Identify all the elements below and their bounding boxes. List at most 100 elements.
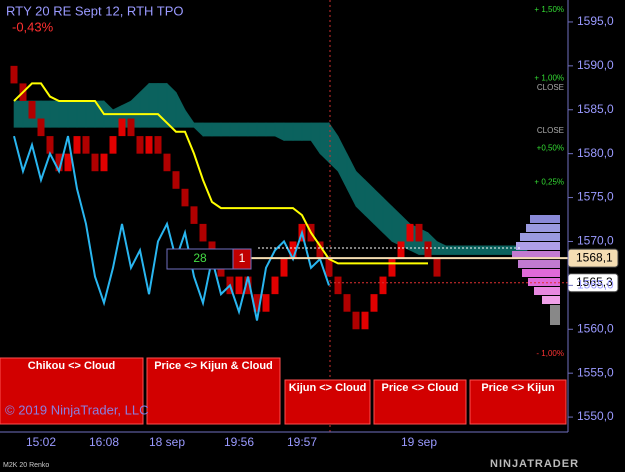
cloud-segment <box>229 122 240 137</box>
y-tick-label: 1585,0 <box>577 102 614 116</box>
annotation: + 1,00% <box>534 73 564 82</box>
counter-box <box>232 248 252 270</box>
cloud-segment <box>490 245 501 255</box>
renko-brick <box>316 241 324 260</box>
renko-brick <box>127 118 135 137</box>
cloud-segment <box>265 122 276 137</box>
renko-brick <box>172 171 180 189</box>
chart-title: RTY 20 RE Sept 12, RTH TPO <box>6 3 184 18</box>
renko-brick <box>181 188 189 207</box>
profile-bar <box>534 287 560 295</box>
renko-brick <box>154 136 162 154</box>
counter-left: 28 <box>193 251 207 265</box>
profile-bar <box>522 269 560 277</box>
cloud-segment <box>13 100 24 128</box>
cloud-segment <box>283 122 294 141</box>
y-tick-label: 1560,0 <box>577 321 614 335</box>
cloud-segment <box>76 100 87 128</box>
renko-brick <box>424 241 432 260</box>
annotation: +0,50% <box>537 143 564 152</box>
cloud-segment <box>499 245 510 255</box>
counter: 28 1 <box>166 248 252 270</box>
cloud-segment <box>463 245 474 255</box>
cloud-segment <box>220 122 231 137</box>
renko-brick <box>253 294 261 312</box>
signal-box <box>284 379 371 425</box>
renko-brick <box>73 136 81 154</box>
cloud-segment <box>94 100 105 128</box>
cloud-segment <box>481 245 492 255</box>
renko-brick <box>406 223 414 242</box>
cloud-segment <box>49 100 60 128</box>
profile-bar <box>528 278 560 286</box>
x-tick-label: 15:02 <box>26 435 56 449</box>
signal-label: Price <> Cloud <box>381 382 458 394</box>
y-tick-label: 1580,0 <box>577 146 614 160</box>
cloud-segment <box>292 122 303 141</box>
renko-brick <box>388 259 396 277</box>
annotation: - 1,00% <box>536 349 564 358</box>
annotation: + 1,50% <box>534 5 564 14</box>
renko-brick <box>190 206 198 224</box>
copyright: © 2019 NinjaTrader, LLC <box>5 402 149 417</box>
cloud-segment <box>148 83 159 128</box>
profile-bar <box>512 251 560 259</box>
profile-bar <box>550 305 560 325</box>
renko-brick <box>28 100 36 119</box>
cloud-segment <box>67 100 78 128</box>
renko-brick <box>10 65 18 84</box>
renko-brick <box>244 276 252 295</box>
renko-brick <box>280 259 288 277</box>
price-label: 1565,3 <box>576 275 613 289</box>
profile-bar <box>518 260 560 268</box>
profile-bar <box>542 296 560 304</box>
annotation: + 0,25% <box>534 178 564 187</box>
renko-brick <box>325 259 333 277</box>
y-tick-label: 1565,0 <box>577 278 614 292</box>
indicator-line <box>13 82 428 265</box>
renko-brick <box>55 153 63 172</box>
renko-brick <box>145 136 153 154</box>
y-tick-label: 1550,0 <box>577 409 614 423</box>
renko-brick <box>91 153 99 172</box>
y-tick-label: 1555,0 <box>577 365 614 379</box>
cloud-segment <box>256 122 267 137</box>
cloud-segment <box>58 100 69 128</box>
renko-brick <box>262 294 270 312</box>
renko-brick <box>118 118 126 137</box>
signal-box <box>469 379 567 425</box>
renko-brick <box>136 136 144 154</box>
x-tick-label: 16:08 <box>89 435 119 449</box>
cloud-segment <box>247 122 258 137</box>
signal-label: Price <> Kijun & Cloud <box>154 360 273 372</box>
change-label: -0,43% <box>12 19 54 34</box>
renko-brick <box>271 276 279 295</box>
price-label: 1568,1 <box>576 250 613 264</box>
x-tick-label: 18 sep <box>149 435 185 449</box>
cloud-segment <box>454 245 465 255</box>
cloud-segment <box>238 122 249 137</box>
instrument-label: M2K 20 Renko <box>3 462 49 469</box>
cloud-segment <box>85 100 96 128</box>
y-tick-label: 1575,0 <box>577 190 614 204</box>
renko-brick <box>415 223 423 242</box>
renko-brick <box>109 136 117 154</box>
profile-bar <box>520 233 560 241</box>
volume-profile <box>512 215 560 325</box>
renko-brick <box>199 223 207 242</box>
renko-brick <box>100 153 108 172</box>
renko-brick <box>289 241 297 260</box>
logo: NINJATRADER <box>490 458 579 470</box>
profile-bar <box>530 215 560 223</box>
renko-brick <box>397 241 405 260</box>
renko-brick <box>163 153 171 172</box>
cloud-segment <box>445 245 456 255</box>
x-tick-label: 19:56 <box>224 435 254 449</box>
renko-brick <box>352 311 360 330</box>
indicator-line <box>13 135 330 321</box>
y-tick-label: 1590,0 <box>577 58 614 72</box>
counter-right: 1 <box>239 251 246 265</box>
cloud-segment <box>472 245 483 255</box>
renko-brick <box>433 259 441 277</box>
